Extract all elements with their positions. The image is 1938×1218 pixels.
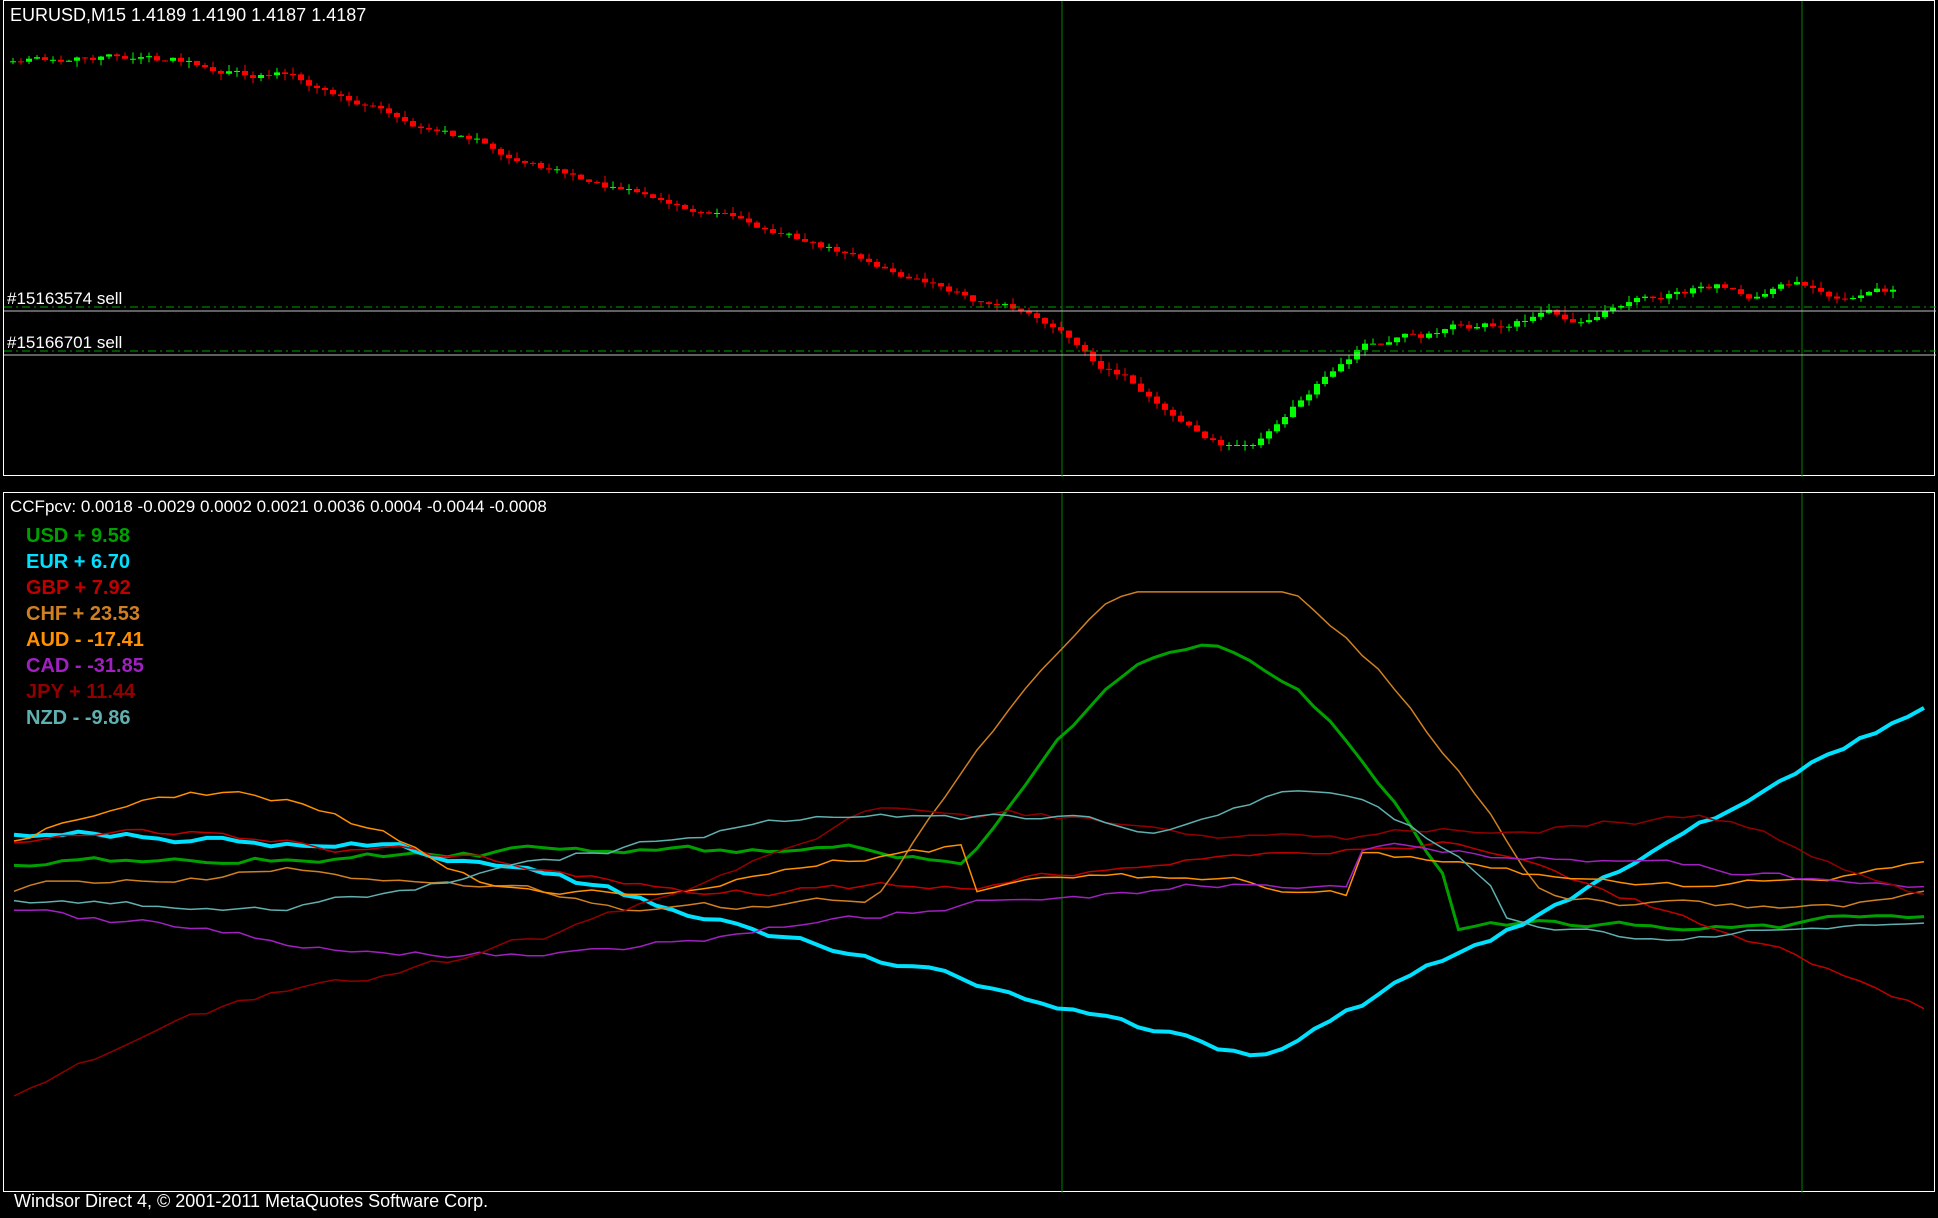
currency-label-usd: USD + 9.58 xyxy=(26,525,130,548)
currency-label-chf: CHF + 23.53 xyxy=(26,603,140,626)
order-label: #15163574 sell xyxy=(7,289,122,309)
order-label: #15166701 sell xyxy=(7,333,122,353)
currency-label-aud: AUD - -17.41 xyxy=(26,629,144,652)
chart-title: EURUSD,M15 1.4189 1.4190 1.4187 1.4187 xyxy=(10,5,366,26)
currency-label-gbp: GBP + 7.92 xyxy=(26,577,131,600)
currency-label-cad: CAD - -31.85 xyxy=(26,655,144,678)
currency-label-nzd: NZD - -9.86 xyxy=(26,707,130,730)
candlestick-chart[interactable] xyxy=(4,1,1936,477)
currency-line-usd xyxy=(14,645,1924,930)
indicator-panel[interactable]: CCFpcv: 0.0018 -0.0029 0.0002 0.0021 0.0… xyxy=(3,492,1935,1192)
currency-line-eur xyxy=(14,708,1924,1055)
indicator-title: CCFpcv: 0.0018 -0.0029 0.0002 0.0021 0.0… xyxy=(10,497,547,517)
currency-line-nzd xyxy=(14,791,1924,940)
currency-label-eur: EUR + 6.70 xyxy=(26,551,130,574)
currency-line-jpy xyxy=(14,808,1924,1096)
currency-strength-chart[interactable] xyxy=(4,493,1936,1193)
copyright-text: Windsor Direct 4, © 2001-2011 MetaQuotes… xyxy=(14,1191,488,1212)
currency-label-jpy: JPY + 11.44 xyxy=(26,681,135,704)
price-chart-panel[interactable]: EURUSD,M15 1.4189 1.4190 1.4187 1.4187 #… xyxy=(3,0,1935,476)
